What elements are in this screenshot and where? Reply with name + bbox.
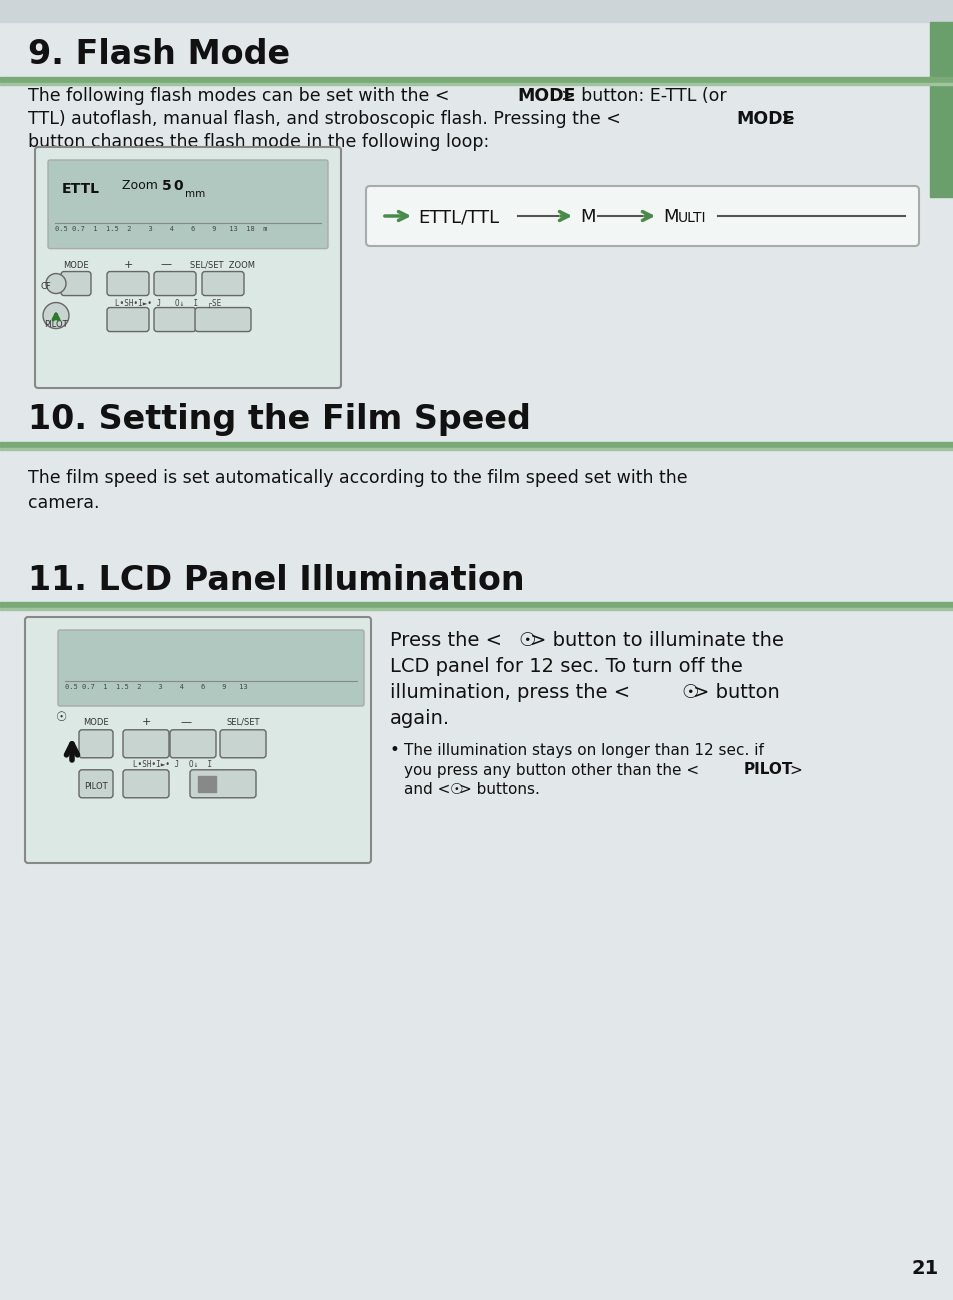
Text: ☉: ☉ xyxy=(517,630,536,650)
Bar xyxy=(28,620,56,861)
Text: 10. Setting the Film Speed: 10. Setting the Film Speed xyxy=(28,403,530,437)
Text: > button: E-TTL (or: > button: E-TTL (or xyxy=(560,87,726,105)
Text: illumination, press the <: illumination, press the < xyxy=(390,682,630,702)
FancyBboxPatch shape xyxy=(79,729,112,758)
FancyBboxPatch shape xyxy=(123,729,169,758)
Text: MODE: MODE xyxy=(83,718,109,727)
Text: again.: again. xyxy=(390,708,450,728)
Text: M: M xyxy=(579,208,595,226)
Text: MODE: MODE xyxy=(736,111,794,127)
Text: PILOT: PILOT xyxy=(84,781,108,790)
Text: 0.5 0.7  1  1.5  2    3    4    6    9   13: 0.5 0.7 1 1.5 2 3 4 6 9 13 xyxy=(65,684,248,690)
FancyBboxPatch shape xyxy=(35,147,340,387)
FancyBboxPatch shape xyxy=(79,770,112,798)
Text: L•SH•I►• J: L•SH•I►• J xyxy=(132,759,179,768)
Text: M: M xyxy=(662,208,678,226)
Text: •: • xyxy=(390,741,399,759)
FancyBboxPatch shape xyxy=(170,729,215,758)
Text: ETTL/TTL: ETTL/TTL xyxy=(417,208,498,226)
Text: O↓  I: O↓ I xyxy=(190,759,213,768)
Bar xyxy=(0,77,953,82)
Text: camera.: camera. xyxy=(28,494,99,512)
Text: PILOT: PILOT xyxy=(44,320,68,329)
Text: The following flash modes can be set with the <: The following flash modes can be set wit… xyxy=(28,87,449,105)
Bar xyxy=(0,608,953,610)
FancyBboxPatch shape xyxy=(123,770,169,798)
Bar xyxy=(0,448,953,450)
FancyBboxPatch shape xyxy=(58,630,364,706)
Text: The film speed is set automatically according to the film speed set with the: The film speed is set automatically acco… xyxy=(28,469,687,488)
Text: > buttons.: > buttons. xyxy=(458,783,539,797)
Text: > button: > button xyxy=(693,682,780,702)
Text: >: > xyxy=(788,763,801,777)
FancyBboxPatch shape xyxy=(107,308,149,332)
Bar xyxy=(0,83,953,84)
FancyBboxPatch shape xyxy=(220,729,266,758)
Text: Zoom: Zoom xyxy=(122,179,162,192)
Bar xyxy=(929,22,953,198)
Text: 11. LCD Panel Illumination: 11. LCD Panel Illumination xyxy=(28,563,524,597)
Bar xyxy=(0,602,953,607)
Text: and <: and < xyxy=(403,783,450,797)
Text: —: — xyxy=(160,260,172,269)
Text: 0.5 0.7  1  1.5  2    3    4    6    9   13  18  m: 0.5 0.7 1 1.5 2 3 4 6 9 13 18 m xyxy=(55,226,267,231)
FancyBboxPatch shape xyxy=(25,618,371,863)
Text: PILOT: PILOT xyxy=(742,763,792,777)
Bar xyxy=(0,442,953,447)
Text: 5: 5 xyxy=(162,178,172,192)
Bar xyxy=(198,776,215,792)
Text: button changes the flash mode in the following loop:: button changes the flash mode in the fol… xyxy=(28,133,489,151)
Text: —: — xyxy=(180,716,192,727)
FancyBboxPatch shape xyxy=(61,272,91,295)
Text: SEL/SET: SEL/SET xyxy=(226,718,259,727)
Text: 0: 0 xyxy=(172,178,182,192)
Text: L•SH•I►• J: L•SH•I►• J xyxy=(114,299,161,308)
Text: ☉: ☉ xyxy=(681,682,699,702)
FancyBboxPatch shape xyxy=(48,160,328,248)
FancyBboxPatch shape xyxy=(194,308,251,332)
FancyBboxPatch shape xyxy=(366,186,918,246)
Text: you press any button other than the <: you press any button other than the < xyxy=(403,763,699,777)
Text: MODE: MODE xyxy=(63,260,89,269)
Circle shape xyxy=(43,303,69,329)
Text: CF: CF xyxy=(41,282,51,290)
Text: > button to illuminate the: > button to illuminate the xyxy=(530,630,783,650)
Text: The illumination stays on longer than 12 sec. if: The illumination stays on longer than 12… xyxy=(403,742,763,758)
Text: >: > xyxy=(780,111,794,127)
Text: SEL/SET  ZOOM: SEL/SET ZOOM xyxy=(191,260,255,269)
Text: 9. Flash Mode: 9. Flash Mode xyxy=(28,39,290,72)
Bar xyxy=(0,0,953,22)
Text: ETTL: ETTL xyxy=(62,182,100,196)
Circle shape xyxy=(46,273,66,294)
Text: +: + xyxy=(123,260,132,269)
Text: ULTI: ULTI xyxy=(678,211,706,225)
Text: LCD panel for 12 sec. To turn off the: LCD panel for 12 sec. To turn off the xyxy=(390,656,742,676)
FancyBboxPatch shape xyxy=(107,272,149,295)
FancyBboxPatch shape xyxy=(153,308,195,332)
Text: TTL) autoflash, manual flash, and stroboscopic flash. Pressing the <: TTL) autoflash, manual flash, and strobo… xyxy=(28,111,620,127)
FancyBboxPatch shape xyxy=(153,272,195,295)
Text: 21: 21 xyxy=(910,1258,938,1278)
FancyBboxPatch shape xyxy=(190,770,255,798)
Text: ☉: ☉ xyxy=(56,711,68,724)
FancyBboxPatch shape xyxy=(202,272,244,295)
Text: mm: mm xyxy=(185,188,205,199)
Text: O↓  I  ┌SE: O↓ I ┌SE xyxy=(174,299,221,308)
Text: ☉: ☉ xyxy=(450,783,463,797)
Text: Press the <: Press the < xyxy=(390,630,501,650)
Text: +: + xyxy=(141,716,151,727)
Text: MODE: MODE xyxy=(517,87,576,105)
